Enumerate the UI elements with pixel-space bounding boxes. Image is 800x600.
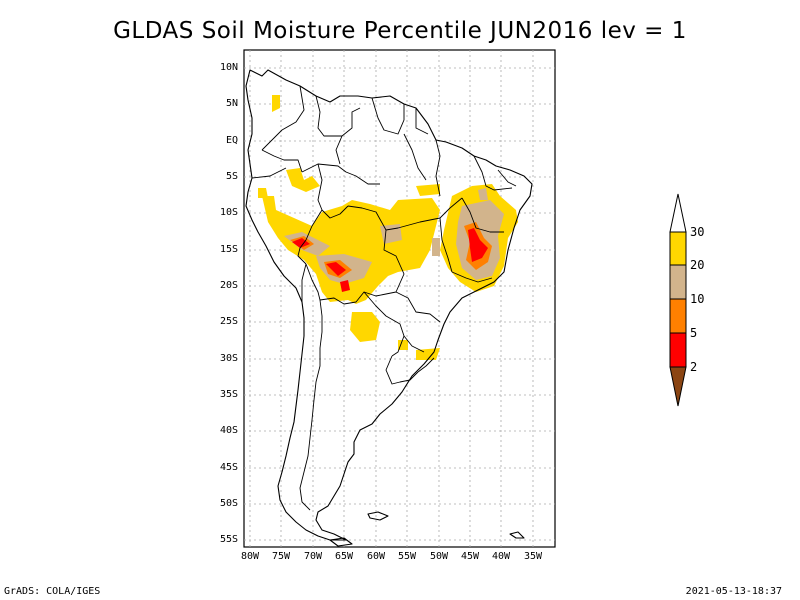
lat-label: 50S	[219, 498, 238, 509]
grid-lines	[244, 50, 555, 547]
color-legend	[669, 193, 687, 407]
galapagos	[509, 531, 525, 539]
map-title: GLDAS Soil Moisture Percentile JUN2016 l…	[113, 18, 687, 44]
lon-label: 75W	[271, 551, 291, 562]
legend-label: 10	[690, 292, 705, 306]
falkland-islands	[367, 511, 389, 521]
map-frame	[243, 49, 556, 548]
legend-label: 2	[690, 360, 698, 374]
lat-label: 20S	[219, 280, 238, 291]
footer-left: GrADS: COLA/IGES	[4, 586, 101, 597]
lat-label: 25S	[219, 316, 238, 327]
legend-swatch-2-5	[669, 332, 687, 368]
lat-label: 5N	[225, 98, 238, 109]
legend-top-triangle	[669, 193, 687, 233]
lat-label: 45S	[219, 462, 238, 473]
legend-swatch-20-30	[669, 231, 687, 266]
lon-label: 50W	[429, 551, 449, 562]
tierra-del-fuego	[329, 537, 353, 547]
lat-label: 40S	[219, 425, 238, 436]
legend-swatch-10-20	[669, 264, 687, 300]
lat-label: 35S	[219, 389, 238, 400]
lon-label: 35W	[523, 551, 543, 562]
legend-label: 5	[690, 326, 698, 340]
lat-label: 30S	[219, 353, 238, 364]
legend-bottom-triangle	[669, 366, 687, 407]
percentile-shading	[258, 95, 518, 360]
lat-label: 5S	[225, 171, 238, 182]
lat-label: 15S	[219, 244, 238, 255]
legend-label: 20	[690, 258, 705, 272]
lat-label: 10S	[219, 207, 238, 218]
lat-label: 55S	[219, 534, 238, 545]
south-america-outline	[245, 69, 533, 541]
legend-swatch-5-10	[669, 298, 687, 334]
legend-label: 30	[690, 225, 705, 239]
lon-label: 70W	[303, 551, 323, 562]
coastlines	[245, 69, 533, 547]
lon-label: 45W	[460, 551, 480, 562]
lon-label: 65W	[334, 551, 354, 562]
lat-label: 10N	[219, 62, 238, 73]
country-borders	[251, 85, 517, 511]
lat-label: EQ	[225, 135, 238, 146]
lon-label: 80W	[240, 551, 260, 562]
lon-label: 60W	[366, 551, 386, 562]
lon-label: 55W	[397, 551, 417, 562]
footer-right: 2021-05-13-18:37	[685, 586, 782, 597]
lon-label: 40W	[491, 551, 511, 562]
